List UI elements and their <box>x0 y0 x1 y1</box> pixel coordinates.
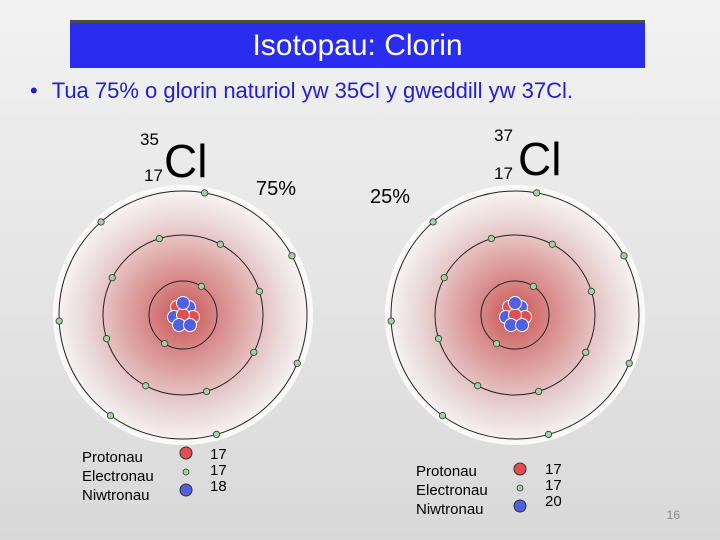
legend-icons-37 <box>513 462 527 513</box>
proton-icon <box>513 462 527 476</box>
electron <box>474 382 482 390</box>
electron <box>55 317 63 325</box>
electron-shell-2 <box>434 234 596 396</box>
neutron-icon <box>513 499 527 513</box>
electron-shell-2 <box>102 234 264 396</box>
slide-title-bar: Isotopau: Clorin <box>70 20 645 68</box>
atom-diagram-35 <box>53 185 313 445</box>
electron <box>255 287 264 295</box>
electron <box>197 282 205 290</box>
electron <box>438 412 447 420</box>
mass-number: 35 <box>140 130 159 149</box>
legend-37: Protonau Electronau Niwtronau <box>416 462 488 519</box>
atomic-number: 17 <box>144 166 163 185</box>
electron <box>288 252 296 260</box>
electron <box>102 335 111 343</box>
electron <box>216 240 224 248</box>
electron-shell-1 <box>148 280 218 350</box>
count-neutrons: 20 <box>545 493 562 510</box>
electron <box>487 234 495 243</box>
electron <box>108 274 116 282</box>
neutron-particle <box>183 318 197 332</box>
electron <box>387 317 395 325</box>
abundance-37: 25% <box>370 186 411 208</box>
electron <box>142 382 150 390</box>
bullet-point: • Tua 75% o glorin naturiol yw 35Cl y gwe… <box>30 78 573 104</box>
electron <box>434 335 443 343</box>
electron <box>533 189 541 197</box>
element-symbol: Cl <box>518 133 562 185</box>
electron <box>203 387 211 396</box>
electron <box>529 282 537 290</box>
electron <box>440 274 448 282</box>
page-number: 16 <box>666 508 680 522</box>
legend-label-neutrons: Niwtronau <box>82 487 150 504</box>
count-electrons: 17 <box>210 462 227 479</box>
element-symbol: Cl <box>164 135 208 187</box>
bullet-dot-icon: • <box>30 78 38 103</box>
neutron-particle <box>176 296 190 310</box>
electron <box>587 287 596 295</box>
neutron-particle <box>508 296 522 310</box>
electron-icon <box>516 484 524 492</box>
electron-icon <box>182 468 190 476</box>
electron-shell-3 <box>390 190 640 440</box>
legend-label-electrons: Electronau <box>416 482 488 499</box>
electron <box>161 340 169 348</box>
legend-label-protons: Protonau <box>82 449 143 466</box>
electron <box>106 412 115 420</box>
electron <box>620 252 628 260</box>
mass-number: 37 <box>494 126 513 145</box>
electron-shell-1 <box>480 280 550 350</box>
electron <box>250 348 258 356</box>
electron <box>548 240 556 248</box>
atomic-number: 17 <box>494 164 513 183</box>
legend-label-neutrons: Niwtronau <box>416 501 484 518</box>
electron <box>582 348 590 356</box>
legend-label-protons: Protonau <box>416 463 477 480</box>
count-protons: 17 <box>545 461 562 478</box>
electron <box>293 359 301 367</box>
electron <box>201 189 209 197</box>
count-electrons: 17 <box>545 477 562 494</box>
electron-shell-3 <box>58 190 308 440</box>
neutron-particle <box>515 318 529 332</box>
count-neutrons: 18 <box>210 478 227 495</box>
abundance-35: 75% <box>256 178 297 200</box>
legend-icons-35 <box>179 446 193 497</box>
bullet-text: Tua 75% o glorin naturiol yw 35Cl y gwed… <box>51 78 574 103</box>
slide-title: Isotopau: Clorin <box>252 28 463 62</box>
legend-label-electrons: Electronau <box>82 468 154 485</box>
electron <box>625 359 633 367</box>
electron <box>97 218 105 226</box>
atom-diagram-37 <box>385 185 645 445</box>
electron <box>535 387 543 396</box>
electron <box>212 430 221 439</box>
counts-37: 17 17 20 <box>545 462 562 510</box>
proton-icon <box>179 446 193 460</box>
electron <box>544 430 553 439</box>
electron <box>155 234 163 243</box>
count-protons: 17 <box>210 446 227 463</box>
neutron-icon <box>179 483 193 497</box>
legend-35: Protonau Electronau Niwtronau <box>82 448 154 505</box>
electron <box>429 218 437 226</box>
electron <box>493 340 501 348</box>
counts-35: 17 17 18 <box>210 447 227 495</box>
